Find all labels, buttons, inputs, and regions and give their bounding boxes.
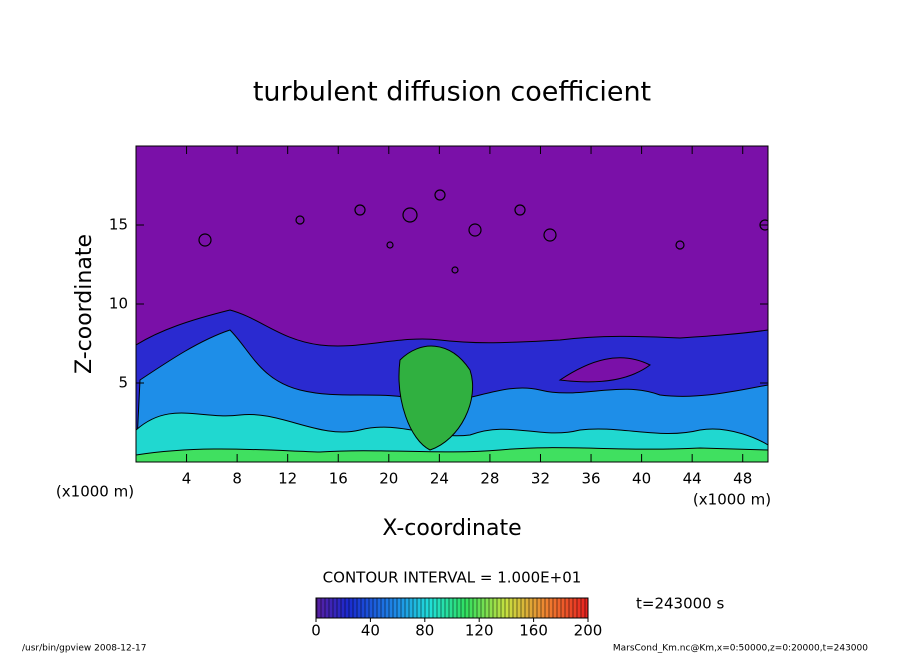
colorbar-lines — [316, 598, 588, 618]
x-tick-label: 40 — [632, 470, 651, 488]
x-tick-label: 16 — [329, 470, 348, 488]
y-tick-label: 5 — [118, 374, 128, 392]
x-tick-label: 32 — [531, 470, 550, 488]
y-tick-label: 15 — [109, 216, 128, 234]
colorbar-tick-label: 80 — [415, 622, 434, 640]
x-tick-label: 36 — [581, 470, 600, 488]
colorbar-tick-label: 40 — [361, 622, 380, 640]
colorbar-frame — [315, 597, 589, 619]
y-axis-label: Z-coordinate — [72, 234, 97, 374]
contour-field — [136, 146, 768, 462]
x-tick-label: 20 — [379, 470, 398, 488]
colorbar-tick-label: 160 — [519, 622, 548, 640]
y-tick-label: 10 — [109, 295, 128, 313]
time-label: t=243000 s — [636, 595, 724, 613]
x-tick-label: 48 — [733, 470, 752, 488]
x-tick-label: 8 — [232, 470, 242, 488]
x-tick-label: 28 — [480, 470, 499, 488]
y-unit: (x1000 m) — [56, 483, 134, 501]
colorbar-tick-label: 120 — [465, 622, 494, 640]
x-tick-label: 44 — [683, 470, 702, 488]
x-tick-label: 12 — [278, 470, 297, 488]
colorbar-tick-label: 200 — [574, 622, 603, 640]
x-axis-label: X-coordinate — [382, 516, 521, 541]
x-tick-label: 4 — [182, 470, 192, 488]
footer-right: MarsCond_Km.nc@Km,x=0:50000,z=0:20000,t=… — [613, 644, 868, 654]
chart-title: turbulent diffusion coefficient — [253, 77, 651, 108]
x-unit: (x1000 m) — [693, 491, 771, 509]
colorbar-tick-label: 0 — [311, 622, 321, 640]
footer-left: /usr/bin/gpview 2008-12-17 — [22, 644, 146, 654]
contour-interval: CONTOUR INTERVAL = 1.000E+01 — [323, 569, 582, 587]
x-tick-label: 24 — [430, 470, 449, 488]
